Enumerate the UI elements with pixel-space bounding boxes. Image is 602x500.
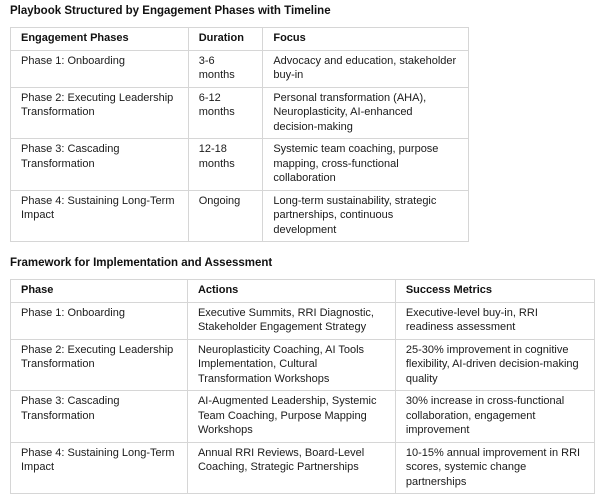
table-cell: 6-12 months (187, 86, 264, 140)
table-cell: 12-18 months (187, 138, 264, 191)
table-cell: Neuroplasticity Coaching, AI Tools Imple… (186, 338, 396, 392)
table-cell: Phase 4: Sustaining Long-Term Impact (10, 189, 189, 243)
table-row: Phase 3: Cascading Transformation 12-18 m… (10, 138, 469, 191)
table-cell: Executive-level buy-in, RRI readiness as… (394, 301, 596, 340)
table-cell: Phase 2: Executing Leadership Transforma… (10, 86, 189, 140)
column-header: Actions (186, 279, 396, 303)
table-cell: Long-term sustainability, strategic part… (262, 189, 469, 243)
table-cell: Phase 3: Cascading Transformation (10, 390, 188, 443)
table-cell: Phase 4: Sustaining Long-Term Impact (10, 441, 188, 495)
playbook-section-title: Playbook Structured by Engagement Phases… (10, 5, 331, 17)
framework-section-title: Framework for Implementation and Assessm… (10, 257, 273, 270)
column-header: Phase (10, 279, 188, 303)
table-cell: Personal transformation (AHA), Neuroplas… (262, 86, 469, 140)
table-cell: Ongoing (187, 189, 264, 243)
column-header: Engagement Phases (10, 27, 189, 51)
table-cell: Phase 1: Onboarding (10, 49, 189, 88)
column-header: Duration (187, 27, 264, 51)
table-row: Phase 4: Sustaining Long-Term Impact Annu… (10, 441, 596, 495)
table-cell: Phase 1: Onboarding (10, 301, 188, 340)
table-cell: Executive Summits, RRI Diagnostic, Stake… (186, 301, 396, 340)
table-cell: Systemic team coaching, purpose mapping,… (262, 138, 469, 191)
table-row: Phase 2: Executing Leadership Transforma… (10, 338, 596, 392)
table-cell: 30% increase in cross-functional collabo… (394, 390, 596, 443)
table-cell: 3-6 months (187, 49, 264, 88)
header-row: Engagement Phases Duration Focus (10, 27, 469, 51)
table-cell: AI-Augmented Leadership, Systemic Team C… (186, 390, 396, 443)
table-row: Phase 2: Executing Leadership Transforma… (10, 86, 469, 140)
table-cell: 25-30% improvement in cognitive flexibil… (394, 338, 596, 392)
column-header: Success Metrics (394, 279, 596, 303)
header-row: Phase Actions Success Metrics (10, 279, 596, 303)
table-cell: Phase 3: Cascading Transformation (10, 138, 189, 191)
framework-assessment-table: Phase Actions Success Metrics Phase 1: Onbo… (10, 279, 596, 495)
table-row: Phase 3: Cascading Transformation AI-Augm… (10, 390, 596, 443)
playbook-phases-table: Engagement Phases Duration Focus Phase 1: O… (10, 27, 469, 243)
framework-section: Framework for Implementation and Assessm… (10, 256, 596, 495)
table-cell: Annual RRI Reviews, Board-Level Coaching… (186, 441, 396, 495)
table-cell: 10-15% annual improvement in RRI scores,… (394, 441, 596, 495)
playbook-section: Playbook Structured by Engagement Phases… (10, 4, 594, 243)
table-cell: Advocacy and education, stakeholder buy-… (262, 49, 469, 88)
table-row: Phase 1: Onboarding 3-6 months Advocacy an… (10, 49, 469, 88)
table-row: Phase 4: Sustaining Long-Term Impact Ongo… (10, 189, 469, 243)
table-row: Phase 1: Onboarding Executive Summits, RR… (10, 301, 596, 340)
column-header: Focus (262, 27, 469, 51)
table-cell: Phase 2: Executing Leadership Transforma… (10, 338, 188, 392)
